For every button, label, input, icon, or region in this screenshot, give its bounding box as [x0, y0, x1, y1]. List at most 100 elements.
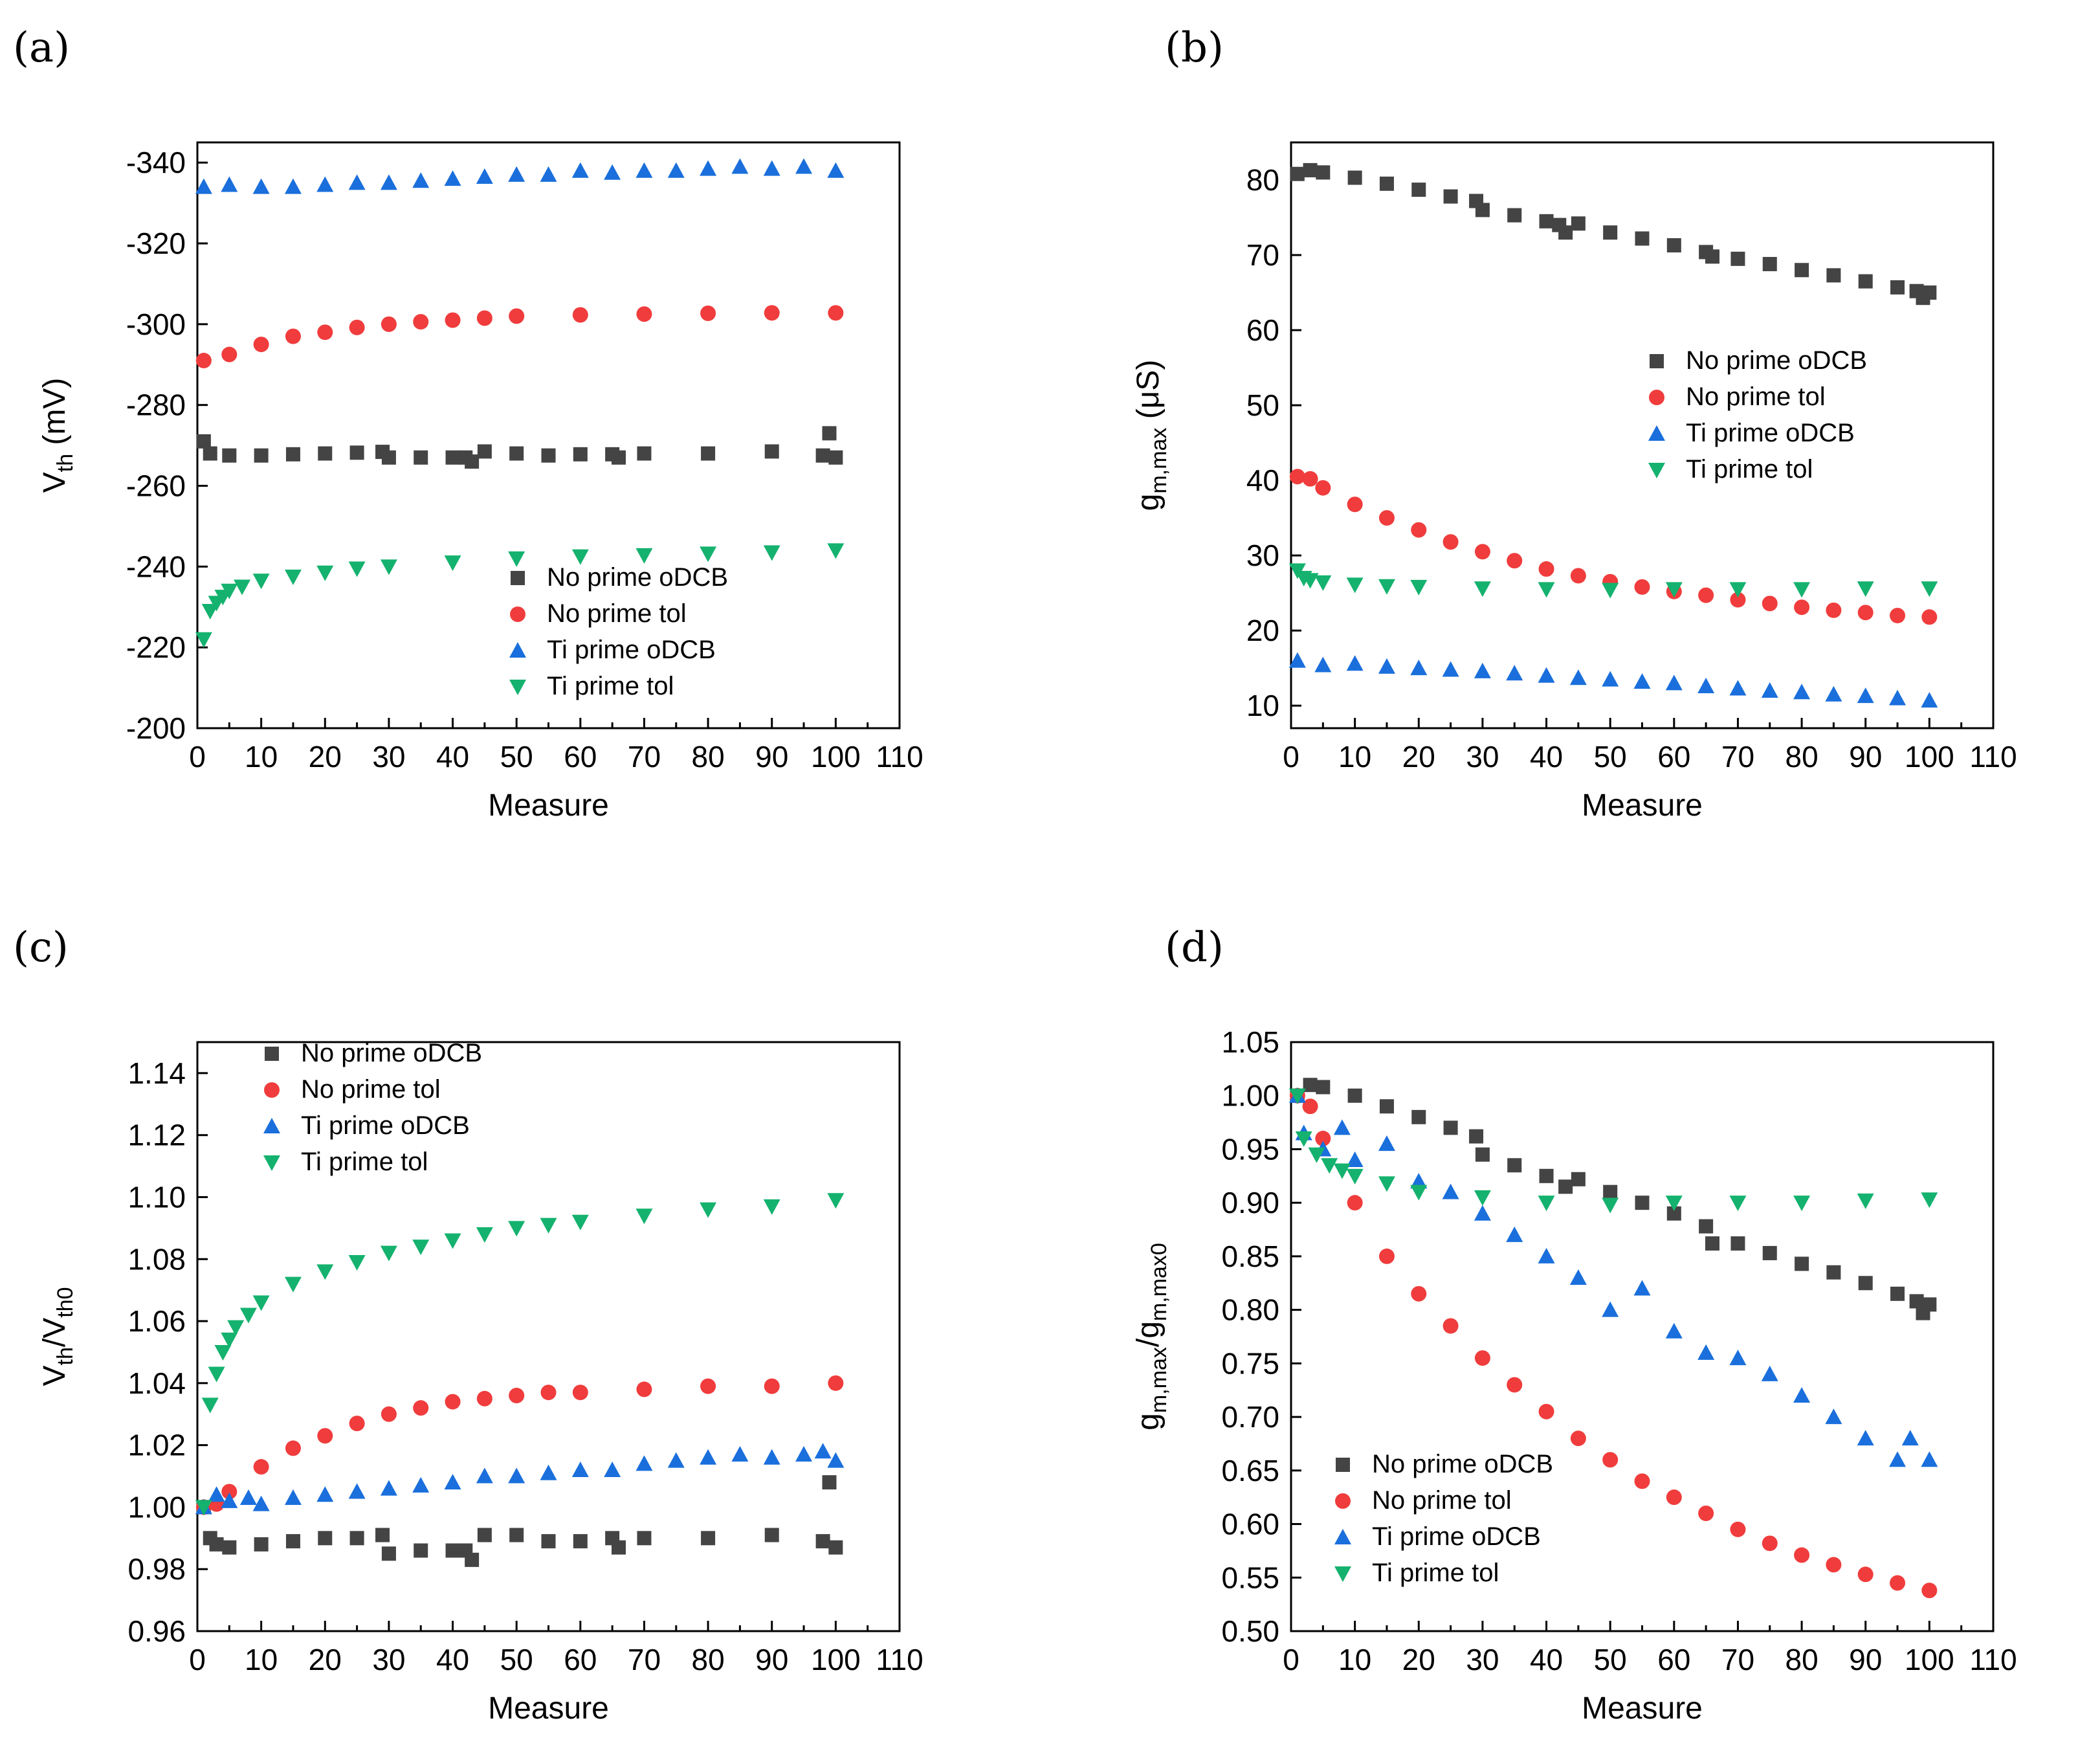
data-point [1826, 1557, 1842, 1573]
y-axis-title: Vth (mV) [38, 378, 78, 493]
data-point [1762, 1535, 1778, 1552]
x-tick-label: 60 [564, 740, 597, 773]
data-point [1635, 1196, 1650, 1210]
data-point [316, 565, 334, 581]
x-tick-label: 100 [811, 1643, 861, 1676]
y-tick-label: -280 [126, 388, 186, 422]
data-point [1333, 1163, 1351, 1179]
chart-panel-3: (c) 0 10 20 30 40 50 60 70 80 90 100 110 0.96 0.98 1.00… [13, 924, 923, 1726]
data-point [1602, 671, 1619, 687]
y-tick-label: 1.04 [127, 1366, 186, 1400]
x-tick-label: 10 [245, 1643, 278, 1676]
data-point [412, 1476, 430, 1493]
data-point [764, 305, 780, 321]
data-point [1442, 534, 1459, 550]
data-point [508, 551, 525, 567]
x-tick-label: 80 [692, 740, 725, 773]
x-axis-title: Measure [488, 1691, 609, 1726]
data-point [1538, 1247, 1555, 1263]
x-tick-label: 60 [564, 1643, 597, 1676]
data-point [221, 1332, 238, 1348]
legend-label: No prime oDCB [301, 1039, 482, 1067]
legend-label: No prime tol [1686, 383, 1826, 411]
data-point [1288, 652, 1306, 668]
data-point [1290, 166, 1305, 181]
data-point [1538, 582, 1555, 598]
data-point [318, 446, 333, 461]
data-point [1697, 678, 1715, 694]
data-point [1890, 1286, 1905, 1301]
data-point [1569, 1269, 1587, 1285]
x-tick-label: 50 [500, 740, 533, 773]
series-no-prime-odcb [1290, 162, 1937, 306]
y-axis-title-part: /V [38, 1318, 72, 1347]
series-ti-prime-tol [195, 543, 845, 648]
data-point [700, 546, 717, 562]
x-tick-label: 100 [1905, 1643, 1954, 1676]
y-axis-title-part: (mV) [38, 378, 72, 454]
data-point [1507, 553, 1523, 569]
x-axis-title: Measure [488, 788, 609, 823]
data-point [636, 306, 652, 322]
x-tick-label: 90 [1849, 740, 1882, 773]
data-point [540, 166, 557, 182]
data-point [195, 1500, 212, 1516]
data-point [573, 1534, 588, 1549]
data-point [1826, 602, 1842, 618]
data-point [1602, 1452, 1619, 1468]
data-point [1825, 685, 1842, 702]
data-point [1347, 496, 1363, 513]
data-point [413, 314, 429, 330]
y-tick-label: 60 [1246, 313, 1279, 347]
data-point [413, 1400, 429, 1416]
data-point [221, 176, 238, 192]
data-point [636, 1208, 653, 1225]
data-point [1729, 680, 1747, 696]
data-point [1634, 579, 1650, 595]
data-point [815, 1534, 830, 1549]
legend-label: No prime oDCB [547, 563, 728, 592]
y-axis-title-part: (μS) [1131, 360, 1166, 428]
data-point [381, 316, 397, 332]
x-tick-label: 20 [309, 1643, 342, 1676]
x-tick-label: 60 [1657, 740, 1690, 773]
y-tick-label: 0.60 [1221, 1508, 1279, 1541]
x-tick-label: 70 [1721, 740, 1754, 773]
data-point [1474, 662, 1491, 678]
data-point [1705, 249, 1719, 264]
data-point [612, 1540, 626, 1555]
panel-label: (c) [13, 924, 69, 972]
data-point [1469, 1129, 1484, 1144]
legend: No prime oDCB No prime tol Ti prime oDCB Ti… [1334, 1450, 1553, 1587]
series-no-prime-odcb [196, 426, 843, 469]
data-point [1890, 1575, 1906, 1591]
x-tick-label: 90 [1849, 1643, 1882, 1676]
data-point [1857, 605, 1873, 621]
x-axis-title: Measure [1582, 1691, 1703, 1726]
x-tick-label: 80 [1785, 740, 1818, 773]
x-tick-label: 50 [1594, 1643, 1627, 1676]
data-point [604, 1461, 621, 1477]
data-point [348, 1255, 366, 1271]
data-point [1295, 1131, 1312, 1147]
data-point [1793, 684, 1811, 700]
data-point [1506, 1226, 1523, 1242]
data-point [239, 1307, 257, 1324]
x-tick-label: 20 [309, 740, 342, 773]
x-tick-label: 110 [876, 1643, 923, 1676]
data-point [1411, 522, 1427, 538]
data-point [763, 545, 780, 561]
y-tick-label: 10 [1246, 689, 1279, 722]
panel-label: (a) [13, 24, 70, 72]
data-point [1666, 1206, 1681, 1221]
data-point [1921, 692, 1938, 708]
data-point [1603, 225, 1618, 240]
data-point [795, 1446, 813, 1462]
data-point [476, 168, 493, 184]
data-point [254, 1537, 269, 1552]
data-point [1729, 1350, 1747, 1366]
y-tick-label: 1.08 [127, 1242, 186, 1276]
data-point [412, 172, 430, 188]
data-point [1666, 238, 1681, 252]
data-point [1314, 656, 1332, 673]
